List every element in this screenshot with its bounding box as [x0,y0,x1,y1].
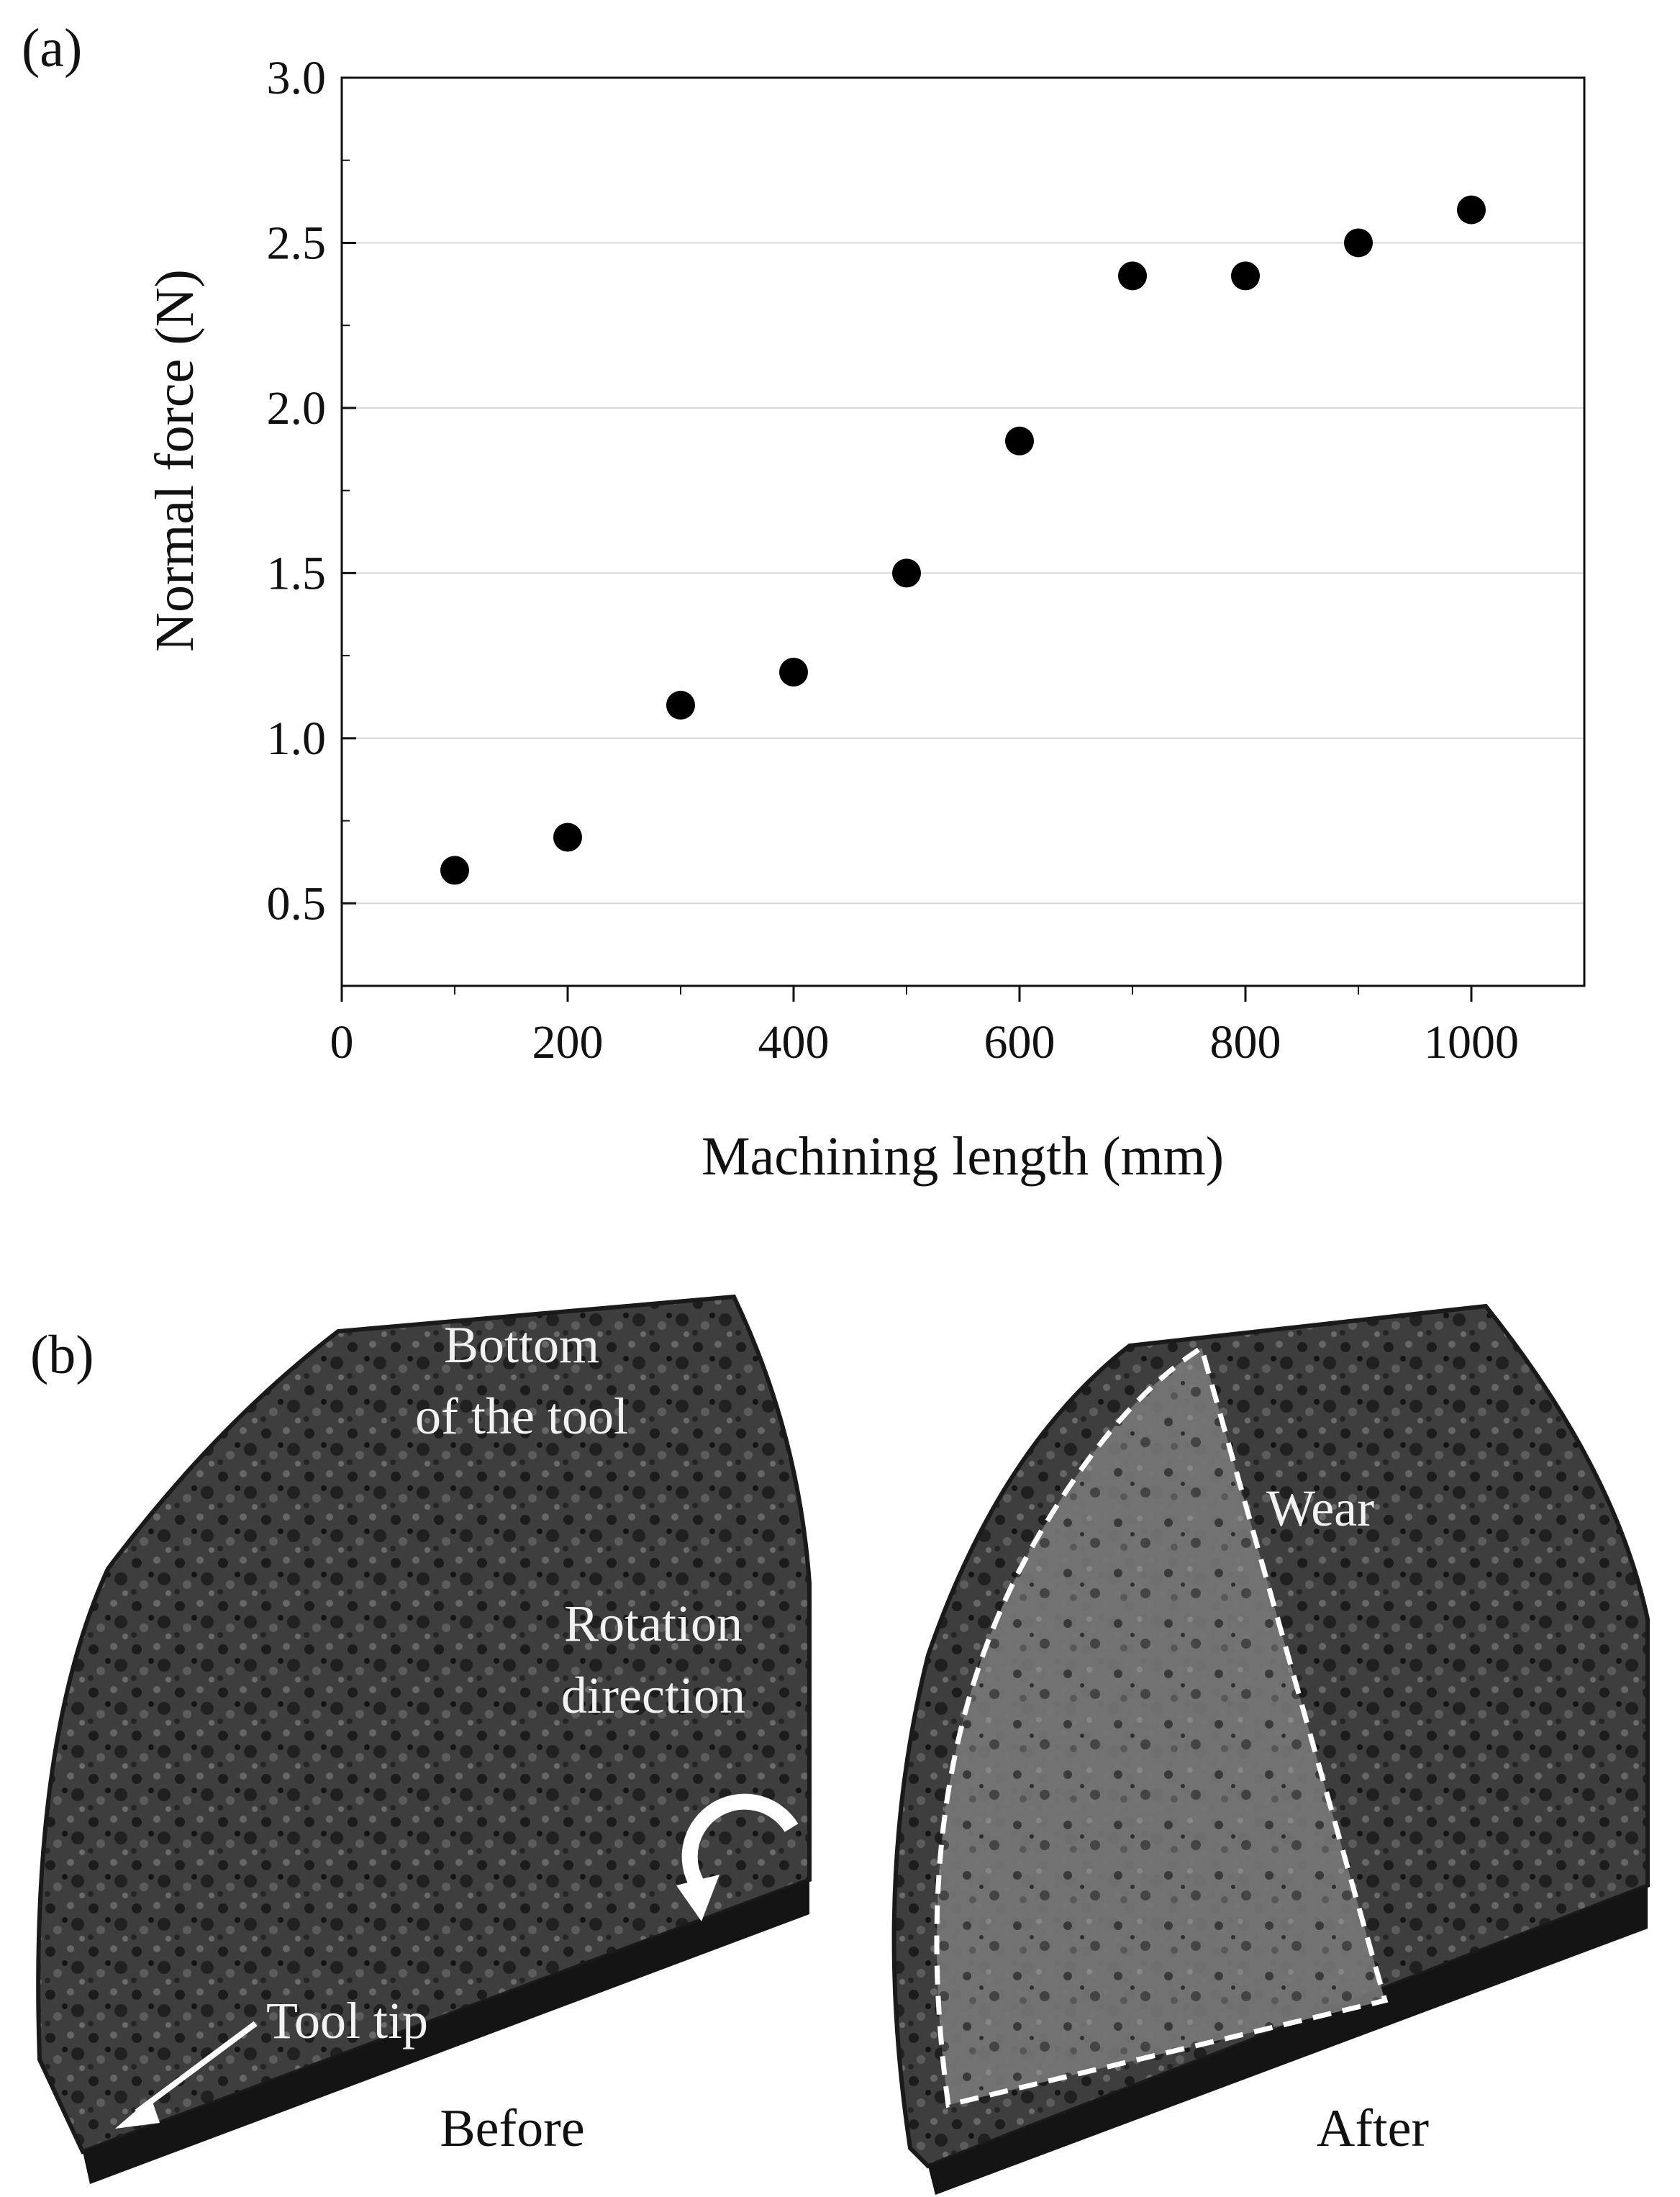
bottom-of-tool-label-2: of the tool [415,1387,628,1445]
panel-a-label: (a) [22,18,82,78]
rotation-arrow-icon [676,1793,799,1921]
tool-tip-arrow-icon [115,2021,258,2129]
wear-region [936,1348,1385,2105]
data-point [779,658,808,687]
data-points [440,195,1486,885]
bottom-of-tool-label-1: Bottom [444,1316,599,1374]
before-tool-surface [36,1294,812,2155]
before-caption: Before [440,2099,584,2158]
data-point [1005,426,1034,456]
y-axis-ticks: 0.5 1.0 1.5 2.0 2.5 3.0 [267,52,356,987]
data-point [666,690,695,720]
gridlines [342,242,1584,905]
y-tick-label: 3.0 [267,52,327,104]
x-tick-label: 0 [330,1016,354,1069]
tool-tip-label: Tool tip [266,1992,428,2049]
y-tick-label: 2.5 [267,217,327,269]
before-tool-edge-shadow [83,1880,809,2184]
y-axis-title: Normal force (N) [145,269,205,652]
after-tool-edge-shadow [928,1885,1648,2195]
y-tick-label: 1.0 [267,712,327,765]
rotation-direction-label-1: Rotation [564,1595,743,1652]
panel-b-label: (b) [30,1325,94,1385]
data-point [1231,261,1260,291]
y-tick-label: 2.0 [267,382,327,435]
data-point [1457,195,1486,225]
data-point [553,823,582,852]
scatter-chart: 0 200 400 600 800 1000 0.5 1.0 1.5 2.0 2.5 3.0 Mac… [145,52,1586,1187]
data-point [1118,261,1147,291]
y-tick-label: 0.5 [267,877,327,930]
before-tool-image: Bottom of the tool Rotation direction To… [36,1294,812,2184]
y-tick-label: 1.5 [267,547,327,599]
wear-boundary-dashed-outline [934,1344,1389,2108]
x-tick-label: 1000 [1424,1016,1519,1069]
rotation-direction-label-2: direction [561,1667,745,1724]
after-caption: After [1317,2099,1429,2158]
x-tick-label: 600 [984,1016,1055,1069]
plot-frame [340,76,1586,987]
x-axis-title: Machining length (mm) [701,1126,1224,1187]
data-point [440,856,469,885]
data-point [1344,228,1373,258]
x-tick-label: 200 [532,1016,604,1069]
x-tick-label: 800 [1210,1016,1281,1069]
data-point [892,558,921,588]
wear-label: Wear [1266,1480,1374,1537]
after-tool-image: Wear After [891,1303,1650,2195]
x-tick-label: 400 [758,1016,830,1069]
x-axis-ticks: 0 200 400 600 800 1000 [330,986,1519,1069]
